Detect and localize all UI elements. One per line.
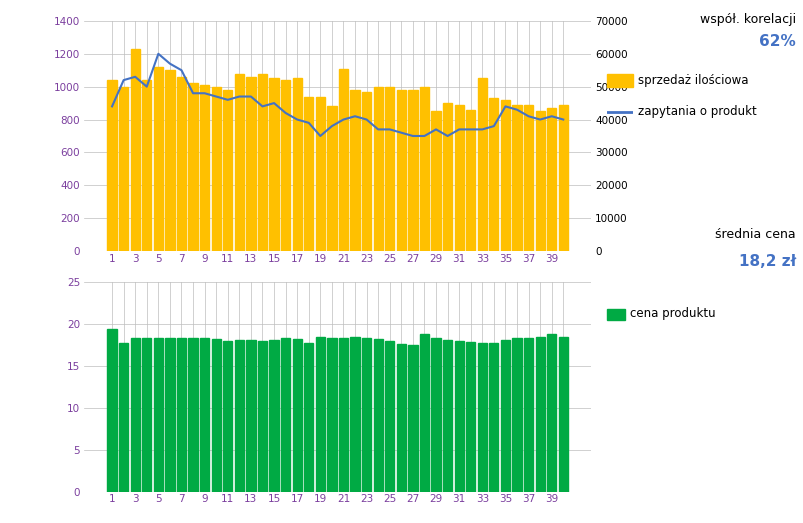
Bar	[535, 111, 544, 251]
Bar	[558, 337, 567, 492]
Bar	[119, 343, 128, 492]
Bar	[350, 337, 359, 492]
Bar	[431, 338, 440, 492]
Text: sprzedaż ilościowa: sprzedaż ilościowa	[637, 74, 747, 87]
Bar	[211, 87, 221, 251]
Bar	[396, 90, 406, 251]
Bar	[258, 74, 267, 251]
Bar	[200, 85, 209, 251]
Bar	[269, 340, 279, 492]
Bar	[234, 340, 243, 492]
Bar	[546, 108, 556, 251]
Bar	[327, 106, 336, 251]
Bar	[524, 105, 532, 251]
Bar	[500, 340, 509, 492]
Bar	[466, 110, 475, 251]
Bar	[246, 77, 255, 251]
Bar	[442, 340, 451, 492]
Text: 62%: 62%	[758, 34, 795, 49]
Bar	[477, 78, 487, 251]
Bar	[304, 343, 313, 492]
Bar	[350, 90, 359, 251]
Bar	[396, 344, 406, 492]
Bar	[177, 338, 185, 492]
Bar	[246, 340, 255, 492]
Bar	[269, 78, 279, 251]
Text: cena produktu: cena produktu	[629, 307, 714, 320]
Bar	[153, 67, 163, 251]
Bar	[108, 329, 116, 492]
Bar	[211, 339, 221, 492]
Bar	[280, 338, 290, 492]
Bar	[558, 105, 567, 251]
Bar	[385, 341, 394, 492]
Bar	[304, 97, 313, 251]
Bar	[477, 343, 487, 492]
Text: współ. korelacji: współ. korelacji	[699, 13, 795, 26]
Bar	[108, 80, 116, 251]
Bar	[119, 87, 128, 251]
Bar	[500, 100, 509, 251]
Bar	[142, 338, 151, 492]
Bar	[327, 338, 336, 492]
Bar	[258, 341, 267, 492]
Bar	[165, 70, 174, 251]
Bar	[153, 338, 163, 492]
Bar	[546, 334, 556, 492]
Bar	[373, 339, 382, 492]
Bar	[535, 337, 544, 492]
Bar	[223, 90, 232, 251]
Bar	[316, 97, 324, 251]
Bar	[489, 343, 498, 492]
Bar	[130, 338, 140, 492]
Bar	[408, 90, 417, 251]
Bar	[177, 77, 185, 251]
Text: średnia cena: średnia cena	[715, 228, 795, 241]
Bar	[223, 341, 232, 492]
Bar	[489, 98, 498, 251]
Bar	[188, 83, 198, 251]
Bar	[524, 338, 532, 492]
Bar	[280, 80, 290, 251]
Bar	[373, 87, 382, 251]
Bar	[292, 339, 301, 492]
Bar	[442, 103, 451, 251]
Bar	[292, 78, 301, 251]
Bar	[466, 342, 475, 492]
Bar	[408, 345, 417, 492]
Bar	[200, 338, 209, 492]
Text: zapytania o produkt: zapytania o produkt	[637, 106, 756, 118]
Bar	[165, 338, 174, 492]
Bar	[512, 105, 521, 251]
Bar	[338, 69, 348, 251]
Bar	[316, 337, 324, 492]
Bar	[454, 105, 463, 251]
Bar	[512, 338, 521, 492]
Bar	[234, 74, 243, 251]
Bar	[419, 87, 429, 251]
Bar	[188, 338, 198, 492]
Bar	[385, 87, 394, 251]
Bar	[419, 334, 429, 492]
Bar	[130, 49, 140, 251]
Bar	[338, 338, 348, 492]
Bar	[142, 80, 151, 251]
Bar	[454, 341, 463, 492]
Bar	[361, 92, 371, 251]
Bar	[431, 111, 440, 251]
Text: 18,2 zł: 18,2 zł	[738, 254, 795, 269]
Bar	[361, 338, 371, 492]
